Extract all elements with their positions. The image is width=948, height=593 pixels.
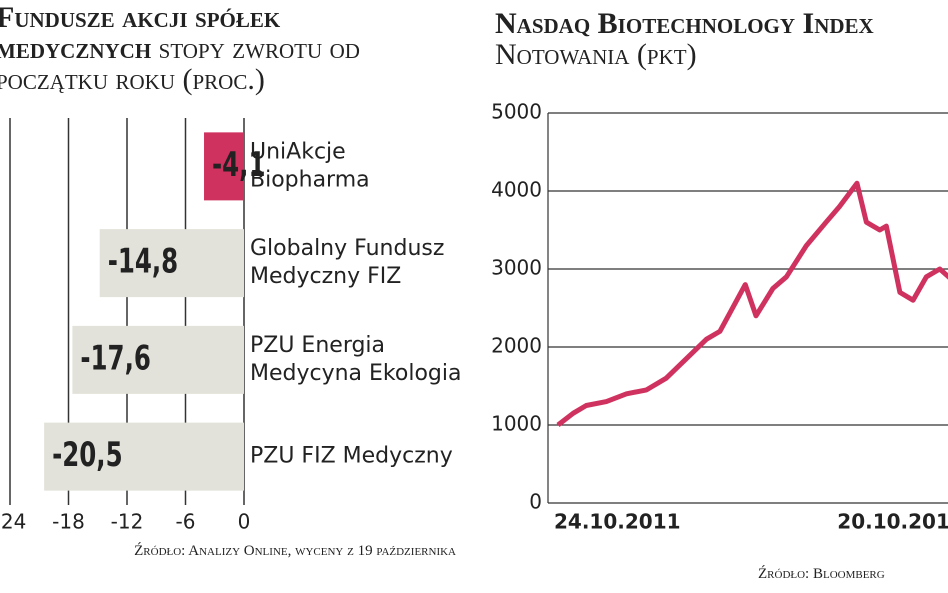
bar (44, 422, 244, 491)
x-tick-label: -12 (111, 510, 144, 534)
source-note: Źródło: Analizy Online, wyceny z 19 paźd… (134, 543, 456, 559)
line (556, 180, 948, 427)
right-title-block: Nasdaq Biotechnology Index Notowania (pk… (495, 8, 935, 70)
chart-subtitle: stopy zwrotu od początku roku (proc.) (0, 32, 360, 96)
y-tick-label: 4000 (491, 178, 542, 202)
chart-title: Fundusze akcji spółek medycznych (0, 1, 281, 65)
chart-subtitle: Notowania (pkt) (495, 38, 697, 71)
category-label: PZU FIZ Medyczny (250, 444, 453, 469)
x-tick-label: 0 (238, 510, 251, 534)
bar (99, 229, 244, 298)
value-label: -4,1 (212, 145, 265, 185)
y-tick-label: 0 (529, 490, 542, 514)
bar (204, 132, 244, 201)
source-note: Źródło: Bloomberg (758, 566, 885, 582)
x-tick-label: -6 (176, 510, 196, 534)
category-label: PZU Energia Medycyna Ekologia (250, 333, 461, 386)
y-tick-label: 5000 (491, 100, 542, 124)
chart-title: Nasdaq Biotechnology Index (495, 7, 874, 40)
category-label: Globalny Fundusz Medyczny FIZ (250, 236, 444, 289)
value-label: -17,6 (80, 338, 150, 378)
x-tick-label: -24 (0, 510, 26, 534)
category-label: UniAkcje Biopharma (250, 139, 370, 192)
bar (72, 325, 245, 394)
y-tick-label: 3000 (491, 256, 542, 280)
value-label: -14,8 (108, 242, 178, 282)
x-tick-label: -18 (52, 510, 85, 534)
value-label: -20,5 (52, 435, 122, 475)
left-title-block: Fundusze akcji spółek medycznych stopy z… (0, 2, 426, 95)
x-tick-label: 20.10.2016 (837, 510, 948, 534)
y-tick-label: 1000 (491, 412, 542, 436)
y-tick-label: 2000 (491, 334, 542, 358)
x-tick-label: 24.10.2011 (554, 510, 681, 534)
